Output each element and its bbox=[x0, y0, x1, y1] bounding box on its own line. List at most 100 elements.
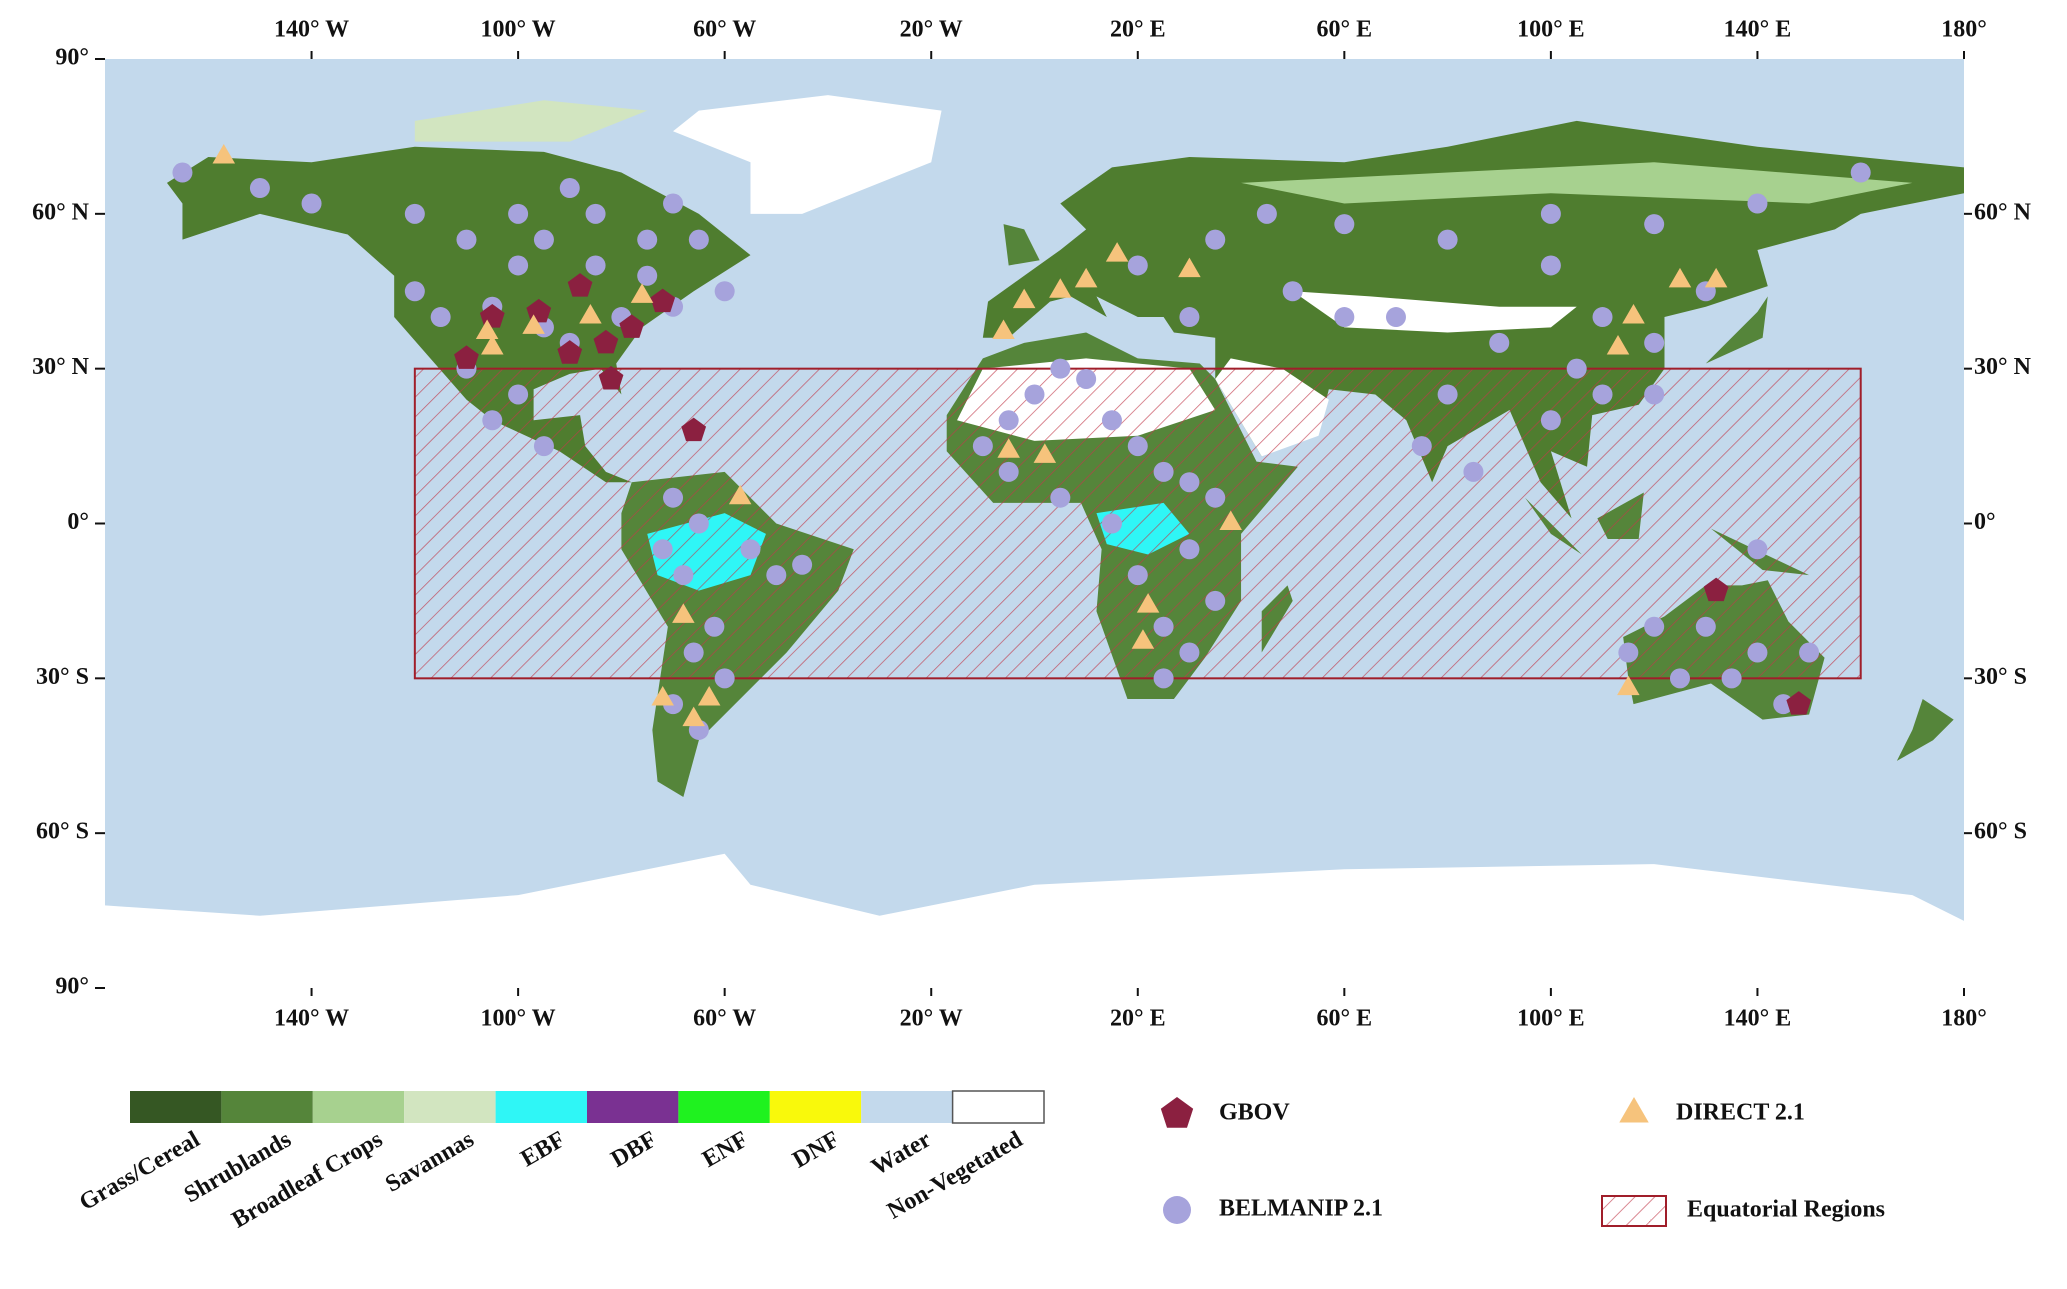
site-marker bbox=[728, 484, 752, 505]
site-marker bbox=[1592, 307, 1613, 328]
japan bbox=[1705, 296, 1768, 364]
site-marker bbox=[249, 178, 270, 199]
site-marker bbox=[1127, 255, 1148, 276]
site-marker bbox=[585, 255, 606, 276]
new-zealand bbox=[1896, 698, 1954, 761]
site-marker bbox=[1703, 577, 1729, 602]
site-marker bbox=[1606, 335, 1630, 355]
site-marker bbox=[1256, 203, 1277, 224]
central-asia bbox=[1292, 291, 1577, 333]
site-marker bbox=[1179, 539, 1200, 560]
antarctica bbox=[105, 853, 1964, 988]
site-marker bbox=[404, 203, 425, 224]
site-marker bbox=[688, 513, 709, 534]
site-marker bbox=[1411, 436, 1432, 457]
x-tick-label-top: 20° E bbox=[1110, 17, 1166, 43]
arctic-islands bbox=[414, 100, 648, 142]
site-marker bbox=[650, 288, 676, 313]
legend-swatch bbox=[404, 1091, 496, 1123]
x-tick-label-top: 100° W bbox=[481, 17, 556, 43]
site-marker bbox=[430, 307, 451, 328]
legend-label: DNF bbox=[788, 1126, 844, 1173]
site-marker bbox=[1049, 278, 1072, 298]
site-marker bbox=[1489, 332, 1510, 353]
legend-swatch bbox=[769, 1091, 862, 1123]
site-marker bbox=[672, 603, 695, 623]
site-marker bbox=[1101, 410, 1122, 431]
site-marker bbox=[579, 304, 602, 324]
site-marker bbox=[1622, 304, 1645, 324]
site-marker bbox=[454, 345, 479, 369]
site-marker bbox=[1205, 590, 1226, 611]
x-tick-label-top: 140° E bbox=[1724, 17, 1792, 43]
site-marker bbox=[1617, 675, 1640, 696]
legend-symbol bbox=[1160, 1097, 1194, 1128]
legend-swatch bbox=[861, 1091, 953, 1123]
x-tick-label-top: 140° W bbox=[274, 17, 349, 43]
site-marker bbox=[998, 461, 1019, 482]
site-marker bbox=[1076, 368, 1097, 389]
site-marker bbox=[1437, 384, 1458, 405]
y-tick-label-right: 30° S bbox=[1974, 664, 2027, 690]
site-marker bbox=[652, 539, 673, 560]
site-marker bbox=[1127, 436, 1148, 457]
site-marker bbox=[533, 436, 554, 457]
site-marker bbox=[714, 668, 735, 689]
site-marker bbox=[1747, 642, 1768, 663]
site-marker bbox=[172, 162, 193, 183]
site-marker bbox=[1786, 691, 1812, 715]
site-marker bbox=[1618, 642, 1639, 663]
equatorial-region bbox=[413, 367, 1862, 680]
legend-label: Equatorial Regions bbox=[1687, 1197, 1885, 1223]
site-marker bbox=[1178, 257, 1201, 278]
legend-label: EBF bbox=[516, 1126, 569, 1172]
site-marker bbox=[1540, 203, 1561, 224]
site-marker bbox=[533, 229, 554, 250]
site-marker bbox=[1668, 267, 1692, 288]
site-marker bbox=[1050, 358, 1071, 379]
site-marker bbox=[567, 273, 593, 297]
x-tick-label-top: 100° E bbox=[1517, 17, 1585, 43]
site-marker bbox=[1050, 487, 1071, 508]
y-tick-label: 90° bbox=[55, 974, 89, 1000]
site-marker bbox=[1153, 461, 1174, 482]
site-marker bbox=[740, 539, 761, 560]
north-america bbox=[166, 146, 751, 483]
site-marker bbox=[1566, 358, 1587, 379]
site-marker bbox=[481, 335, 504, 355]
site-marker bbox=[1101, 513, 1122, 534]
x-tick-label-bottom: 60° E bbox=[1317, 1006, 1373, 1032]
site-marker bbox=[212, 144, 236, 164]
y-tick-label: 60° S bbox=[36, 819, 89, 845]
site-marker bbox=[1592, 384, 1613, 405]
map-layer: 140° W 140° W 100° W 100° W 60° W 60° W 20° W 2… bbox=[32, 17, 2032, 1032]
site-marker bbox=[637, 229, 658, 250]
site-marker bbox=[1721, 668, 1742, 689]
site-marker bbox=[1799, 642, 1820, 663]
site-marker bbox=[1153, 616, 1174, 637]
legend-label: DIRECT 2.1 bbox=[1676, 1100, 1805, 1126]
x-tick-label-top: 20° W bbox=[900, 17, 963, 43]
x-tick-label-bottom: 100° E bbox=[1517, 1006, 1585, 1032]
site-marker bbox=[1179, 307, 1200, 328]
legend-label: ENF bbox=[698, 1126, 753, 1173]
y-tick-label-right: 0° bbox=[1974, 509, 1996, 535]
site-marker bbox=[1153, 668, 1174, 689]
site-marker bbox=[683, 642, 704, 663]
legend-label: GBOV bbox=[1219, 1100, 1290, 1126]
legend-swatch bbox=[951, 1090, 1045, 1124]
legend-swatch bbox=[495, 1091, 587, 1123]
x-tick-label-top: 60° E bbox=[1317, 17, 1373, 43]
site-marker bbox=[1074, 267, 1098, 288]
site-marker bbox=[1024, 384, 1045, 405]
site-marker bbox=[1033, 443, 1057, 463]
legend-label: BELMANIP 2.1 bbox=[1219, 1196, 1383, 1222]
site-marker bbox=[663, 487, 684, 508]
site-marker bbox=[1747, 539, 1768, 560]
legend-swatch bbox=[221, 1091, 313, 1123]
site-marker bbox=[792, 554, 813, 575]
britain bbox=[1003, 224, 1040, 266]
site-marker bbox=[301, 193, 322, 214]
y-tick-label: 30° N bbox=[32, 354, 90, 380]
site-marker bbox=[1127, 565, 1148, 586]
